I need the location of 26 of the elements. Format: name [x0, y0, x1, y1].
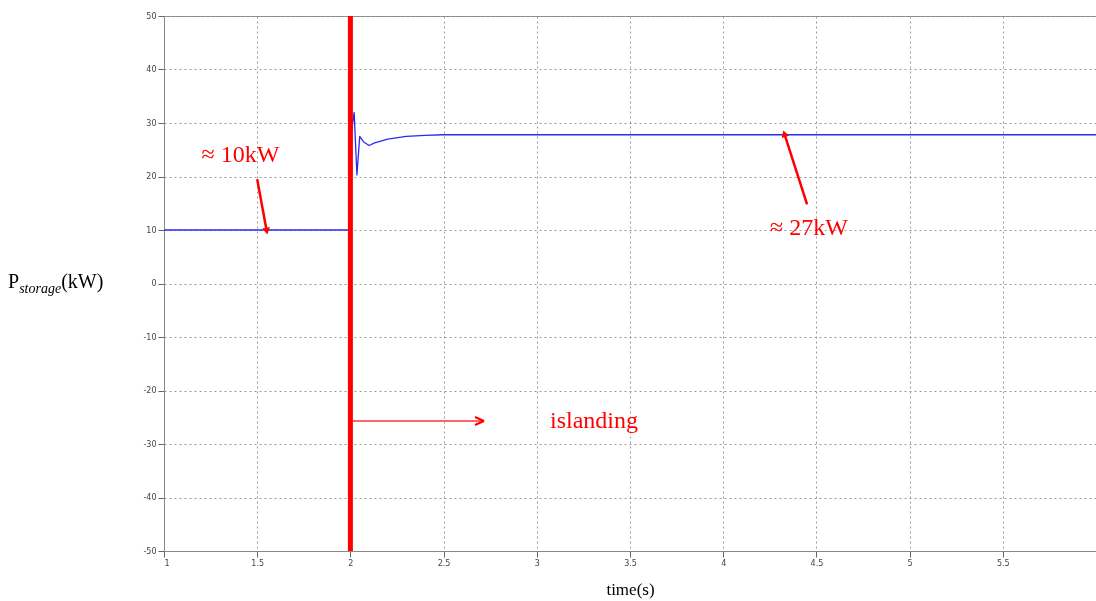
y-tick-label: 0	[151, 279, 157, 288]
x-tick-label: 2	[348, 558, 354, 568]
y-tick-label: 40	[146, 65, 157, 74]
x-tick-label: 5.5	[996, 558, 1010, 568]
y-tick-label: 20	[146, 172, 157, 181]
annotation: ≈ 10kW	[201, 141, 280, 168]
y-tick-label: -10	[143, 332, 157, 342]
y-tick-label: 50	[146, 11, 157, 21]
x-tick-label: 4.5	[810, 558, 824, 568]
y-tick-label: 10	[146, 225, 157, 235]
x-tick-label: 1.5	[251, 558, 265, 568]
y-tick-label: -20	[143, 386, 157, 395]
annotation: ≈ 27kW	[770, 214, 849, 241]
x-tick-label: 4	[721, 558, 727, 568]
y-tick-label: 30	[146, 118, 157, 128]
y-tick-label: -50	[143, 546, 157, 556]
y-tick-label: -30	[143, 439, 157, 449]
y-axis-title: P$_{storage}$(kW)	[8, 270, 104, 297]
x-axis-title: time(s)	[606, 579, 655, 599]
x-tick-label: 1	[164, 558, 170, 568]
annotation: islanding	[550, 407, 638, 433]
x-tick-label: 2.5	[437, 558, 451, 568]
x-tick-label: 5	[907, 558, 913, 568]
y-tick-label: -40	[143, 493, 157, 502]
x-tick-label: 3.5	[624, 558, 637, 568]
x-tick-label: 3	[534, 558, 540, 568]
